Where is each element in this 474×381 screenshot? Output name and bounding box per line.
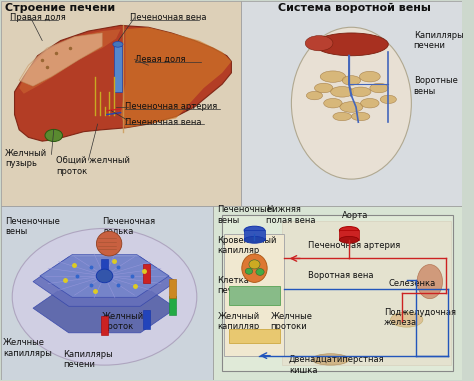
Ellipse shape [45, 130, 63, 141]
Text: Капилляры
печени: Капилляры печени [63, 350, 113, 369]
Bar [222, 215, 453, 371]
Ellipse shape [312, 354, 349, 365]
Text: Печеночная артерия: Печеночная артерия [308, 241, 400, 250]
Text: Печеночная вена: Печеночная вена [130, 13, 206, 22]
Ellipse shape [305, 35, 333, 51]
Text: Левая доля: Левая доля [135, 55, 185, 64]
Text: Кровеносный
капилляр: Кровеносный капилляр [218, 236, 277, 255]
Polygon shape [33, 257, 176, 306]
Text: Желчные
протоки: Желчные протоки [271, 312, 313, 331]
Ellipse shape [359, 71, 380, 82]
Text: Аорта: Аорта [342, 211, 368, 220]
Text: Двенадцатиперстная
кишка: Двенадцатиперстная кишка [289, 355, 385, 375]
Bar [101, 259, 108, 278]
Polygon shape [121, 27, 231, 128]
Bar [101, 315, 108, 335]
Ellipse shape [380, 95, 396, 104]
Bar [169, 296, 176, 315]
Text: Печеночные
вены: Печеночные вены [218, 205, 273, 225]
Ellipse shape [333, 112, 351, 121]
Ellipse shape [331, 86, 354, 97]
Text: Селезенка: Селезенка [388, 279, 436, 288]
Circle shape [249, 260, 260, 269]
Ellipse shape [314, 83, 333, 93]
Circle shape [96, 269, 113, 283]
Text: Желчный
проток: Желчный проток [102, 312, 145, 331]
Ellipse shape [350, 87, 371, 96]
Ellipse shape [351, 112, 370, 121]
Bar [225, 234, 284, 355]
Ellipse shape [242, 254, 267, 282]
Ellipse shape [306, 91, 322, 100]
Bar [0, 1, 241, 206]
Ellipse shape [314, 33, 388, 56]
Ellipse shape [339, 237, 359, 243]
Text: Клетка
печени: Клетка печени [218, 276, 249, 295]
Text: Поджелудочная
железа: Поджелудочная железа [383, 308, 456, 327]
Text: Система воротной вены: Система воротной вены [278, 3, 430, 13]
Ellipse shape [370, 83, 388, 93]
Text: Правая доля: Правая доля [10, 13, 66, 22]
Ellipse shape [340, 102, 363, 112]
Text: Воротная вена: Воротная вена [308, 271, 373, 280]
Text: Желчные
капилляры: Желчные капилляры [3, 338, 52, 358]
Ellipse shape [12, 229, 197, 365]
Circle shape [256, 269, 264, 275]
Text: Печеночная
долька: Печеночная долька [102, 217, 155, 236]
Ellipse shape [244, 237, 265, 243]
Bar [143, 264, 150, 283]
Bar [0, 206, 213, 380]
Ellipse shape [361, 98, 379, 108]
Bar [339, 231, 359, 240]
Bar [213, 206, 462, 380]
Polygon shape [15, 26, 231, 141]
Ellipse shape [244, 226, 265, 235]
Polygon shape [19, 33, 102, 86]
Text: Желчный
капилляр: Желчный капилляр [218, 312, 260, 331]
Ellipse shape [391, 312, 423, 327]
Bar [282, 221, 451, 365]
Polygon shape [40, 255, 169, 297]
Bar [229, 329, 280, 344]
Ellipse shape [324, 98, 342, 108]
Ellipse shape [417, 264, 443, 299]
Bar [143, 310, 150, 329]
Bar [229, 287, 280, 305]
Polygon shape [19, 29, 121, 94]
Circle shape [245, 268, 253, 274]
Text: Общий желчный
проток: Общий желчный проток [56, 156, 130, 176]
Ellipse shape [113, 42, 123, 47]
Bar [244, 231, 265, 240]
Bar [241, 1, 462, 206]
Text: Печеночная артерия: Печеночная артерия [125, 102, 218, 112]
Ellipse shape [292, 27, 411, 179]
Text: Желчный
пузырь: Желчный пузырь [5, 149, 47, 168]
Text: Печеночная вена: Печеночная вена [125, 118, 202, 126]
Ellipse shape [339, 227, 359, 234]
Text: Печеночные
вены: Печеночные вены [5, 217, 60, 236]
Ellipse shape [342, 76, 361, 85]
Text: Воротные
вены: Воротные вены [414, 77, 457, 96]
Text: Капилляры
печени: Капилляры печени [414, 31, 464, 50]
Ellipse shape [320, 71, 346, 82]
Ellipse shape [96, 231, 122, 256]
Bar [114, 46, 122, 92]
Polygon shape [33, 283, 176, 333]
Bar [169, 279, 176, 298]
Text: Строение печени: Строение печени [5, 3, 116, 13]
Text: Нижняя
полая вена: Нижняя полая вена [266, 205, 316, 225]
